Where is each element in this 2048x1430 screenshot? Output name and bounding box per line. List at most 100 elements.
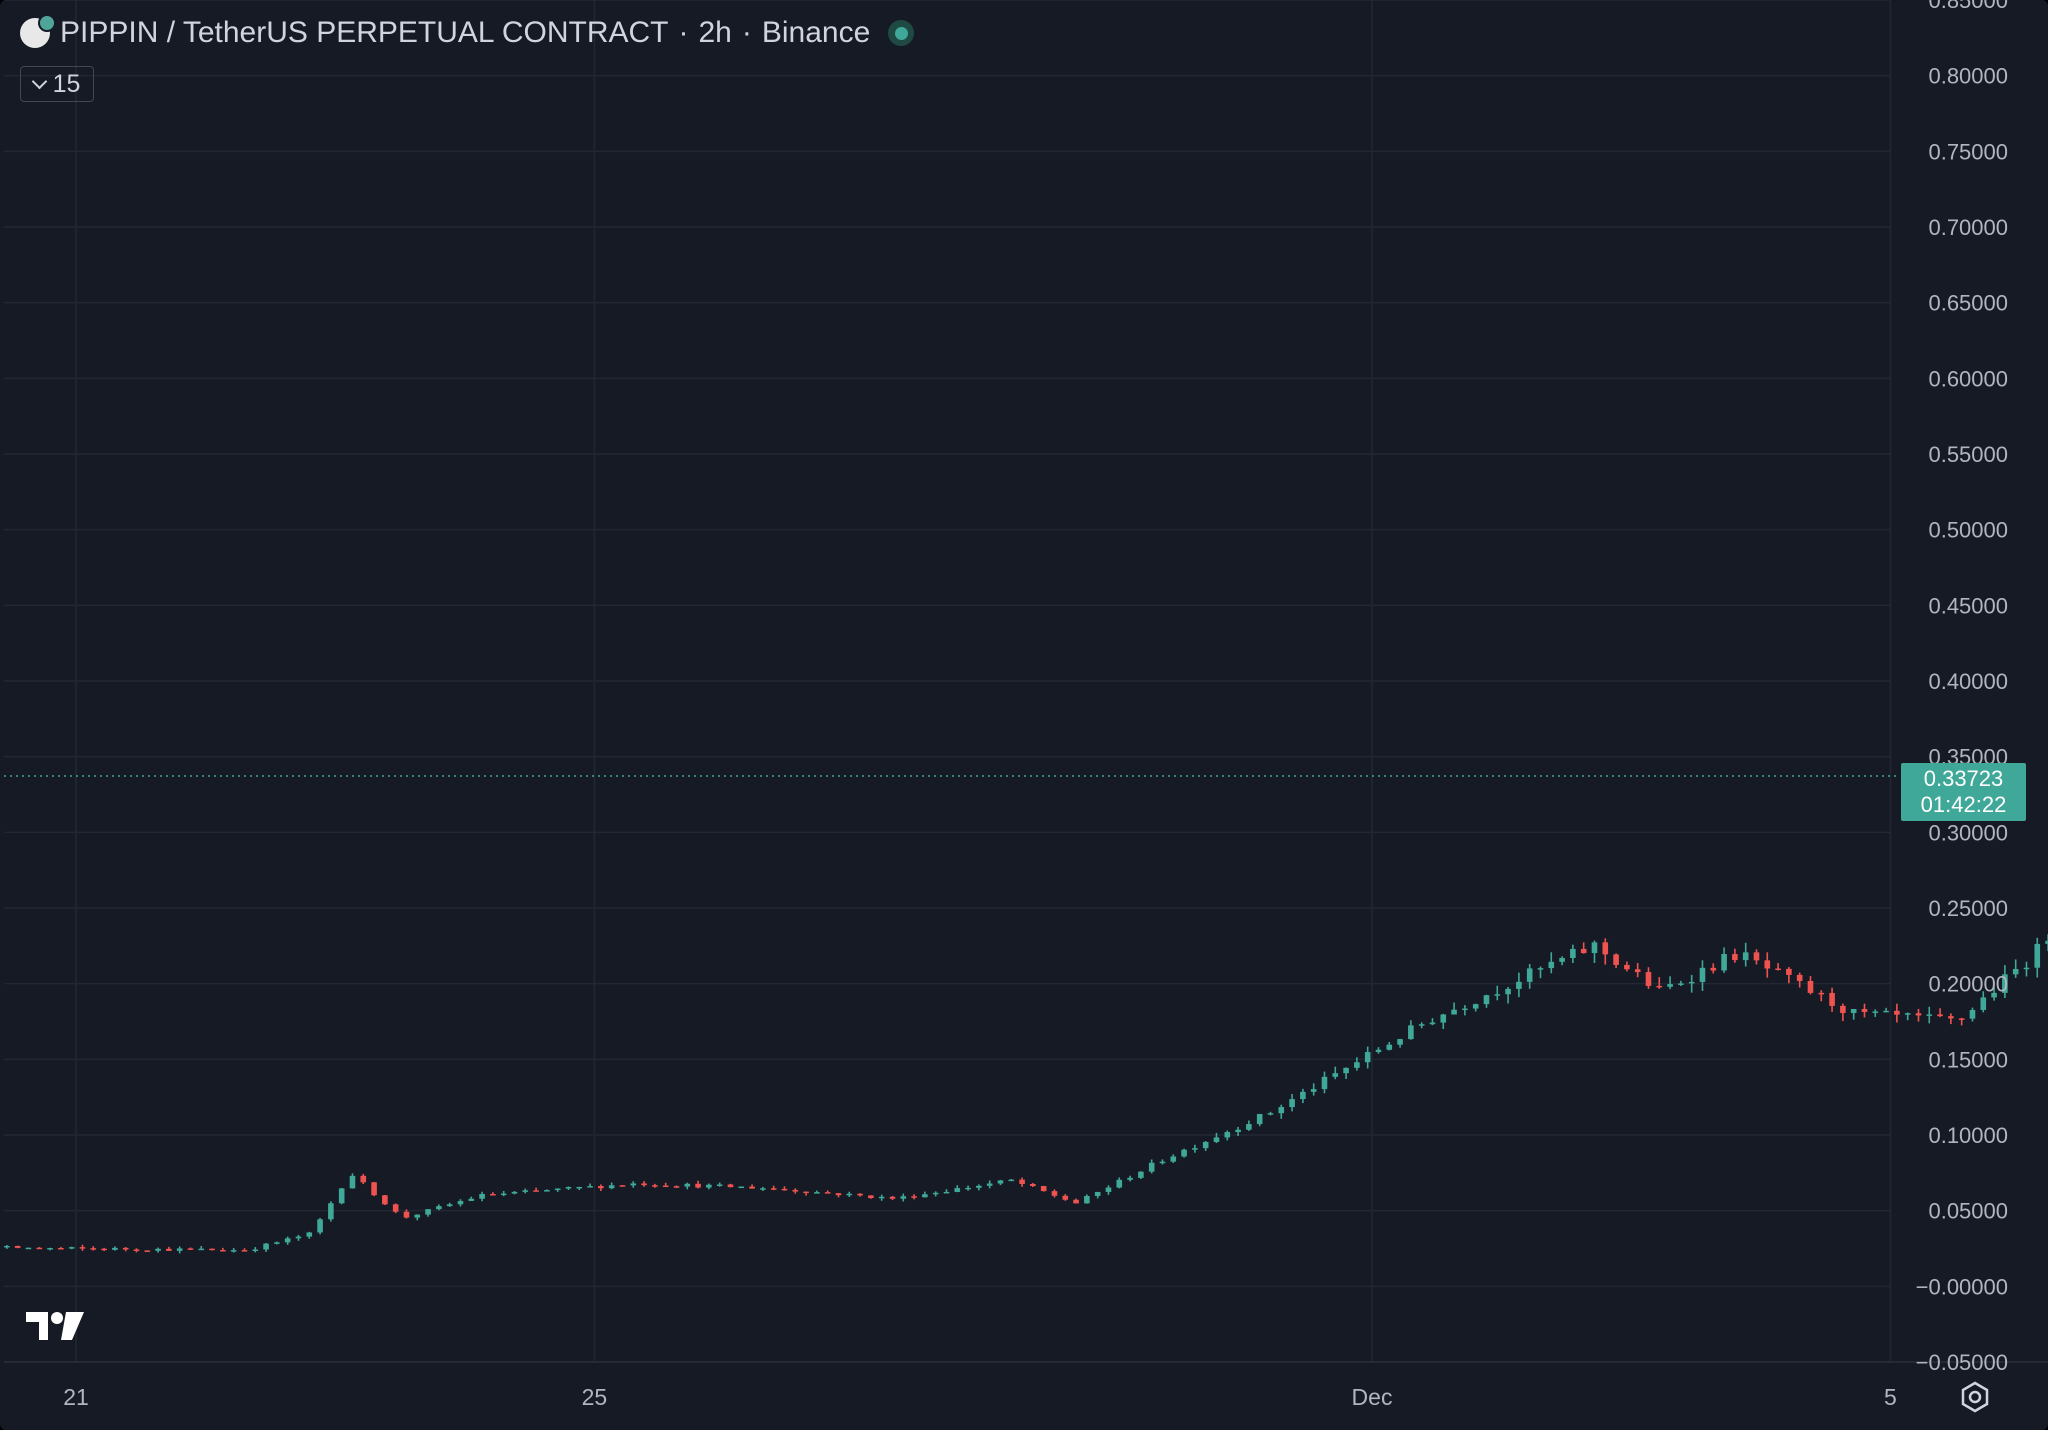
y-tick-label: 0.05000 <box>1928 1199 2008 1224</box>
candle <box>1159 1159 1166 1165</box>
candle <box>684 1182 691 1190</box>
candle <box>1613 953 1619 969</box>
candle <box>446 1202 453 1207</box>
candle <box>1548 952 1555 974</box>
candle <box>716 1182 723 1187</box>
candle <box>36 1247 43 1250</box>
candle <box>1710 963 1717 974</box>
candle <box>1429 1018 1436 1026</box>
candle <box>1354 1057 1360 1071</box>
candle <box>727 1183 734 1188</box>
candle <box>1872 1009 1879 1017</box>
candle <box>328 1201 334 1222</box>
chart-legend-header: PIPPIN / TetherUS PERPETUAL CONTRACT · 2… <box>20 14 915 50</box>
candle <box>101 1247 107 1252</box>
settings-gear-icon[interactable] <box>1958 1380 1992 1414</box>
candle <box>1386 1042 1393 1051</box>
candle <box>1991 986 1997 1001</box>
candle <box>4 1245 10 1249</box>
candle <box>1235 1126 1241 1136</box>
y-tick-label: 0.70000 <box>1928 215 2008 240</box>
candle <box>889 1195 896 1200</box>
candle <box>1397 1038 1403 1048</box>
candle <box>436 1204 442 1211</box>
candle <box>2012 959 2019 978</box>
candle <box>1818 990 1825 1002</box>
candle <box>986 1180 993 1189</box>
indicators-collapse-button[interactable]: 15 <box>20 66 94 102</box>
candle <box>1526 963 1533 989</box>
candle <box>457 1199 464 1207</box>
candles <box>4 934 2048 1254</box>
candle <box>490 1192 496 1196</box>
candle <box>997 1179 1004 1186</box>
y-tick-label: 0.10000 <box>1928 1123 2008 1148</box>
x-tick-label: 21 <box>63 1384 89 1410</box>
candle <box>317 1217 323 1235</box>
candle <box>1764 952 1771 978</box>
candle <box>1688 974 1695 993</box>
candle <box>857 1193 863 1197</box>
candle <box>1559 956 1565 966</box>
candle <box>1440 1013 1447 1030</box>
interval-label[interactable]: 2h <box>698 16 732 49</box>
price-axis[interactable]: 0.85000 0.80000 0.75000 0.70000 0.65000 0.600… <box>1916 0 2008 1375</box>
tradingview-logo-icon[interactable] <box>26 1310 86 1342</box>
y-tick-label: 0.45000 <box>1928 593 2008 618</box>
candle <box>1850 1008 1857 1020</box>
candle <box>500 1190 507 1197</box>
candle <box>1656 977 1663 989</box>
candle <box>295 1234 302 1241</box>
candle <box>1138 1171 1144 1179</box>
candle <box>781 1186 788 1191</box>
title-separator: · <box>678 16 689 49</box>
candle <box>1775 963 1781 971</box>
candle <box>760 1186 766 1191</box>
title-separator: · <box>741 16 752 49</box>
candle <box>1904 1012 1911 1021</box>
candle <box>14 1245 21 1249</box>
candle <box>230 1247 237 1253</box>
candle <box>1073 1198 1079 1204</box>
candle <box>1969 1007 1976 1022</box>
pippin-coin-icon[interactable] <box>20 14 56 48</box>
candle <box>1408 1020 1414 1040</box>
candle <box>382 1194 388 1206</box>
candle <box>695 1180 701 1189</box>
candle <box>1418 1022 1425 1029</box>
candle <box>241 1248 248 1252</box>
candle <box>306 1231 313 1239</box>
candle <box>1094 1191 1101 1199</box>
candle <box>770 1185 777 1191</box>
time-axis[interactable]: 2125Dec591317212520265913 <box>63 1384 2048 1410</box>
candle <box>1267 1111 1274 1116</box>
candle <box>1170 1154 1177 1163</box>
candle <box>1181 1148 1187 1158</box>
candle <box>565 1186 572 1191</box>
candle <box>922 1191 928 1198</box>
candle <box>1505 986 1511 1004</box>
candle <box>1462 1005 1468 1016</box>
candle <box>598 1184 604 1192</box>
candle <box>1634 963 1641 978</box>
indicators-count: 15 <box>52 69 81 98</box>
symbol-title[interactable]: PIPPIN / TetherUS PERPETUAL CONTRACT <box>60 16 669 49</box>
market-open-dot-icon <box>888 20 915 46</box>
candle <box>1375 1047 1382 1054</box>
candle <box>209 1248 215 1251</box>
x-tick-label: 5 <box>1884 1384 1897 1410</box>
candle <box>1019 1177 1025 1187</box>
candle <box>144 1250 151 1253</box>
candle <box>673 1185 680 1188</box>
candle <box>835 1192 842 1198</box>
candle <box>1732 948 1738 963</box>
candle <box>1948 1013 1954 1025</box>
candle <box>662 1182 669 1188</box>
candle <box>1040 1185 1047 1192</box>
candle <box>2023 961 2030 977</box>
candle <box>166 1246 172 1252</box>
candle <box>1246 1120 1252 1131</box>
candle <box>1300 1088 1306 1104</box>
candle <box>911 1194 917 1200</box>
